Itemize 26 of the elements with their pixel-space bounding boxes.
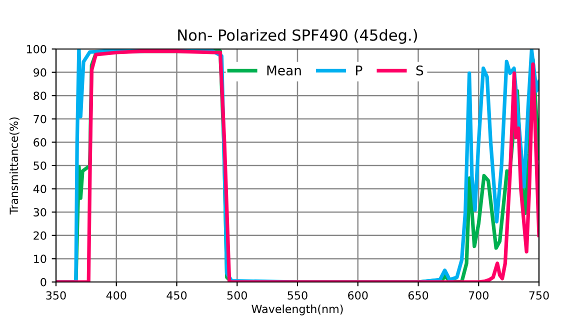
y-tick-label: 10	[34, 254, 46, 264]
x-tick-label: 550	[288, 291, 308, 300]
y-tick-label: 90	[34, 68, 46, 77]
y-tick-label: 30	[34, 208, 46, 216]
x-tick-label: 600	[348, 291, 368, 300]
legend-label: S	[416, 65, 424, 76]
y-tick-label: 100	[26, 44, 46, 54]
x-tick-label: 450	[166, 291, 187, 300]
y-tick-label: 70	[34, 114, 46, 124]
x-tick-label: 500	[227, 291, 247, 300]
x-tick-label: 650	[408, 291, 428, 300]
x-tick-label: 400	[106, 291, 126, 300]
y-tick-label: 20	[34, 231, 46, 240]
legend-label: P	[356, 66, 362, 76]
x-tick-label: 700	[468, 291, 488, 300]
chart-title: Non- Polarized SPF490 (45deg.)	[178, 29, 418, 44]
y-axis-title: Transmittance(%)	[9, 117, 20, 215]
y-tick-label: 40	[33, 184, 46, 194]
x-tick-label: 350	[46, 291, 66, 300]
legend-label: Mean	[267, 66, 301, 76]
y-tick-label: 80	[34, 92, 46, 100]
y-tick-label: 50	[34, 161, 46, 170]
x-tick-label: 750	[529, 291, 549, 300]
y-tick-label: 60	[34, 138, 46, 147]
x-axis-title: Wavelength(nm)	[252, 304, 343, 316]
y-tick-label: 0	[40, 278, 46, 286]
